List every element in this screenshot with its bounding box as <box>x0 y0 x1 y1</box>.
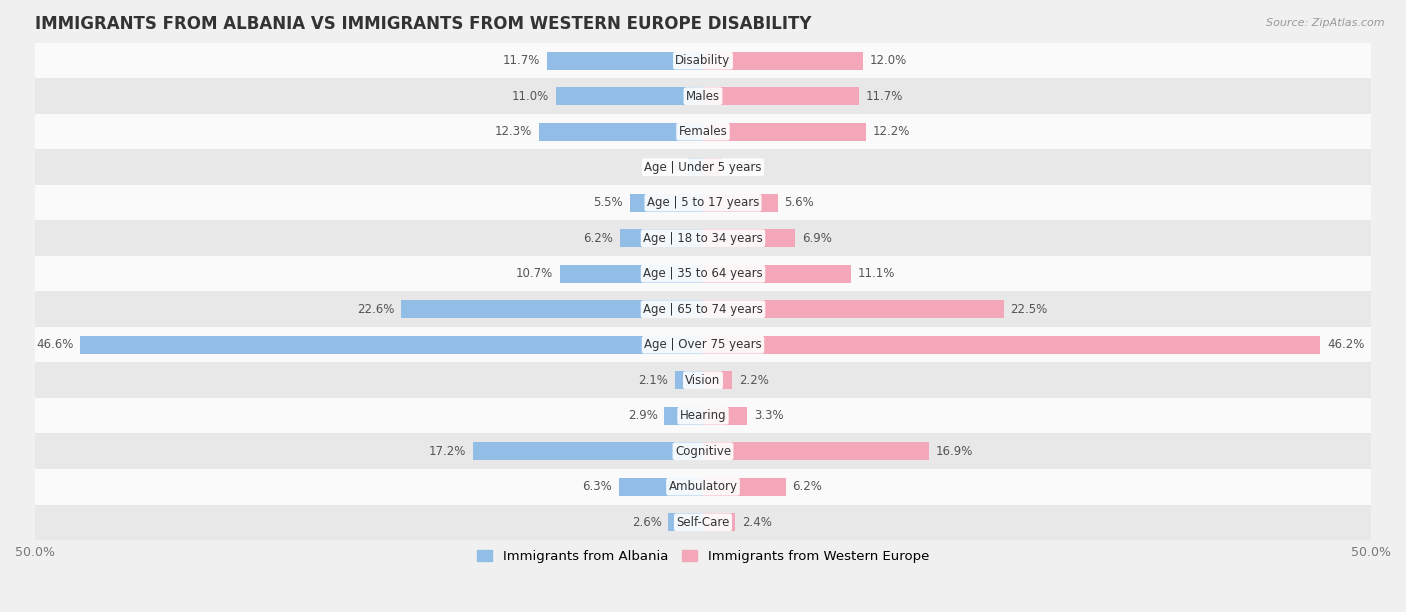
Bar <box>703 478 786 496</box>
Bar <box>35 398 1371 433</box>
Text: Age | 65 to 74 years: Age | 65 to 74 years <box>643 303 763 316</box>
Text: Vision: Vision <box>685 374 721 387</box>
Text: 17.2%: 17.2% <box>429 445 467 458</box>
Text: Age | 5 to 17 years: Age | 5 to 17 years <box>647 196 759 209</box>
Text: 1.4%: 1.4% <box>728 161 758 174</box>
Bar <box>474 442 703 460</box>
Bar <box>703 159 721 176</box>
Text: 2.6%: 2.6% <box>631 516 662 529</box>
Text: Hearing: Hearing <box>679 409 727 422</box>
Text: 22.6%: 22.6% <box>357 303 395 316</box>
Text: 11.1%: 11.1% <box>858 267 896 280</box>
Bar <box>35 220 1371 256</box>
Bar <box>703 407 747 425</box>
Bar <box>35 504 1371 540</box>
Text: 16.9%: 16.9% <box>935 445 973 458</box>
Bar <box>35 362 1371 398</box>
Text: 12.3%: 12.3% <box>495 125 531 138</box>
Text: 11.7%: 11.7% <box>866 89 904 103</box>
Bar <box>538 123 703 141</box>
Bar <box>35 327 1371 362</box>
Text: Age | 18 to 34 years: Age | 18 to 34 years <box>643 232 763 245</box>
Bar <box>35 256 1371 291</box>
Bar <box>547 52 703 70</box>
Text: 6.2%: 6.2% <box>793 480 823 493</box>
Bar <box>703 336 1320 354</box>
Text: Age | 35 to 64 years: Age | 35 to 64 years <box>643 267 763 280</box>
Text: Females: Females <box>679 125 727 138</box>
Text: 46.2%: 46.2% <box>1327 338 1364 351</box>
Text: 46.6%: 46.6% <box>37 338 73 351</box>
Bar <box>668 513 703 531</box>
Bar <box>703 194 778 212</box>
Text: IMMIGRANTS FROM ALBANIA VS IMMIGRANTS FROM WESTERN EUROPE DISABILITY: IMMIGRANTS FROM ALBANIA VS IMMIGRANTS FR… <box>35 15 811 33</box>
Text: 6.3%: 6.3% <box>582 480 612 493</box>
Text: 10.7%: 10.7% <box>516 267 554 280</box>
Bar <box>703 265 851 283</box>
Bar <box>35 78 1371 114</box>
Bar <box>703 52 863 70</box>
Text: Age | Under 5 years: Age | Under 5 years <box>644 161 762 174</box>
Bar <box>620 230 703 247</box>
Bar <box>35 185 1371 220</box>
Text: Disability: Disability <box>675 54 731 67</box>
Bar <box>35 291 1371 327</box>
Text: 2.2%: 2.2% <box>740 374 769 387</box>
Text: 6.2%: 6.2% <box>583 232 613 245</box>
Bar <box>619 478 703 496</box>
Text: 12.2%: 12.2% <box>873 125 910 138</box>
Bar <box>703 123 866 141</box>
Legend: Immigrants from Albania, Immigrants from Western Europe: Immigrants from Albania, Immigrants from… <box>471 545 935 568</box>
Text: 1.1%: 1.1% <box>652 161 682 174</box>
Text: Ambulatory: Ambulatory <box>668 480 738 493</box>
Text: Source: ZipAtlas.com: Source: ZipAtlas.com <box>1267 18 1385 28</box>
Text: Age | Over 75 years: Age | Over 75 years <box>644 338 762 351</box>
Bar <box>703 300 1004 318</box>
Text: Self-Care: Self-Care <box>676 516 730 529</box>
Bar <box>35 114 1371 149</box>
Bar <box>80 336 703 354</box>
Bar <box>689 159 703 176</box>
Bar <box>703 442 929 460</box>
Text: 2.9%: 2.9% <box>627 409 658 422</box>
Text: 2.4%: 2.4% <box>742 516 772 529</box>
Text: 11.0%: 11.0% <box>512 89 550 103</box>
Bar <box>703 88 859 105</box>
Bar <box>630 194 703 212</box>
Text: 11.7%: 11.7% <box>502 54 540 67</box>
Bar <box>560 265 703 283</box>
Text: Cognitive: Cognitive <box>675 445 731 458</box>
Text: 22.5%: 22.5% <box>1011 303 1047 316</box>
Bar <box>35 149 1371 185</box>
Bar <box>35 469 1371 504</box>
Bar <box>401 300 703 318</box>
Bar <box>703 513 735 531</box>
Text: 6.9%: 6.9% <box>801 232 832 245</box>
Text: 3.3%: 3.3% <box>754 409 783 422</box>
Bar <box>555 88 703 105</box>
Bar <box>703 371 733 389</box>
Text: Males: Males <box>686 89 720 103</box>
Text: 5.5%: 5.5% <box>593 196 623 209</box>
Text: 12.0%: 12.0% <box>870 54 907 67</box>
Bar <box>703 230 796 247</box>
Bar <box>675 371 703 389</box>
Bar <box>35 43 1371 78</box>
Bar <box>664 407 703 425</box>
Text: 2.1%: 2.1% <box>638 374 668 387</box>
Bar <box>35 433 1371 469</box>
Text: 5.6%: 5.6% <box>785 196 814 209</box>
